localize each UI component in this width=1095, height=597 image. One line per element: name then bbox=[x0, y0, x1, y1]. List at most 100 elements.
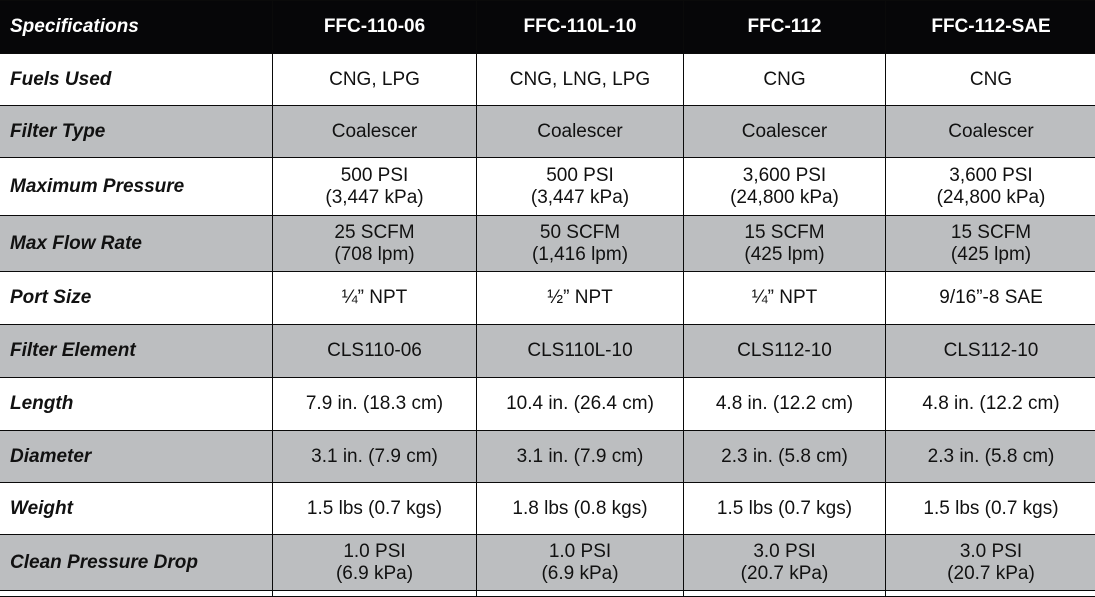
table-cell bbox=[0, 591, 273, 597]
table-cell: 3.1 in. (7.9 cm) bbox=[273, 431, 477, 483]
cell-text: Coalescer bbox=[886, 121, 1095, 143]
table-cell: 3.1 in. (7.9 cm) bbox=[477, 431, 684, 483]
table-cell: 2.3 in. (5.8 cm) bbox=[684, 431, 886, 483]
cell-text: CLS110L-10 bbox=[477, 340, 683, 362]
cell-text: 1.0 PSI bbox=[273, 541, 476, 563]
cell-text: 1.5 lbs (0.7 kgs) bbox=[273, 498, 476, 520]
table-cell: 1.0 PSI(6.9 kPa) bbox=[273, 535, 477, 591]
table-cell: 1.5 lbs (0.7 kgs) bbox=[273, 483, 477, 535]
cell-text: Coalescer bbox=[477, 121, 683, 143]
cell-text: Coalescer bbox=[273, 121, 476, 143]
table-cell: 4.8 in. (12.2 cm) bbox=[684, 378, 886, 431]
header-specifications: Specifications bbox=[0, 1, 273, 54]
row-label: Fuels Used bbox=[0, 54, 273, 106]
table-cell: Coalescer bbox=[477, 106, 684, 158]
cell-text: (20.7 kPa) bbox=[886, 563, 1095, 585]
cell-text: 3.1 in. (7.9 cm) bbox=[273, 446, 476, 468]
cell-text: (425 lpm) bbox=[684, 244, 885, 266]
cell-text: 9/16”-8 SAE bbox=[886, 287, 1095, 309]
cell-text: (24,800 kPa) bbox=[886, 187, 1095, 209]
cell-text: 15 SCFM bbox=[886, 222, 1095, 244]
cell-text: 500 PSI bbox=[273, 165, 476, 187]
cell-text: 3.1 in. (7.9 cm) bbox=[477, 446, 683, 468]
table-cell: 1.8 lbs (0.8 kgs) bbox=[477, 483, 684, 535]
table-cell: 1.5 lbs (0.7 kgs) bbox=[684, 483, 886, 535]
row-label: Length bbox=[0, 378, 273, 431]
table-cell: 15 SCFM(425 lpm) bbox=[684, 216, 886, 272]
table-cell bbox=[886, 591, 1095, 597]
cell-text: 25 SCFM bbox=[273, 222, 476, 244]
table-cell: CNG, LNG, LPG bbox=[477, 54, 684, 106]
cell-text: 4.8 in. (12.2 cm) bbox=[886, 393, 1095, 415]
cell-text: (425 lpm) bbox=[886, 244, 1095, 266]
cell-text: 15 SCFM bbox=[684, 222, 885, 244]
row-label: Port Size bbox=[0, 272, 273, 325]
table-cell: 15 SCFM(425 lpm) bbox=[886, 216, 1095, 272]
cell-text: (24,800 kPa) bbox=[684, 187, 885, 209]
cell-text: 2.3 in. (5.8 cm) bbox=[886, 446, 1095, 468]
table-cell bbox=[273, 591, 477, 597]
header-row: Specifications FFC-110-06 FFC-110L-10 FF… bbox=[0, 1, 1095, 54]
cell-text: CNG bbox=[684, 69, 885, 91]
cell-text: ½” NPT bbox=[477, 287, 683, 309]
table-cell: 10.4 in. (26.4 cm) bbox=[477, 378, 684, 431]
cell-text: Coalescer bbox=[684, 121, 885, 143]
cell-text: ¼” NPT bbox=[273, 287, 476, 309]
table-cell: 9/16”-8 SAE bbox=[886, 272, 1095, 325]
cell-text: (3,447 kPa) bbox=[273, 187, 476, 209]
cell-text: CLS112-10 bbox=[886, 340, 1095, 362]
table-cell: CNG, LPG bbox=[273, 54, 477, 106]
table-cell: 2.3 in. (5.8 cm) bbox=[886, 431, 1095, 483]
cell-text: 1.0 PSI bbox=[477, 541, 683, 563]
table-cell: CLS110-06 bbox=[273, 325, 477, 378]
table-cell: 4.8 in. (12.2 cm) bbox=[886, 378, 1095, 431]
table-cell: ¼” NPT bbox=[684, 272, 886, 325]
cell-text: 50 SCFM bbox=[477, 222, 683, 244]
table-cell: 3.0 PSI(20.7 kPa) bbox=[886, 535, 1095, 591]
header-model: FFC-110L-10 bbox=[477, 1, 684, 54]
row-label: Filter Element bbox=[0, 325, 273, 378]
cell-text: ¼” NPT bbox=[684, 287, 885, 309]
row-label: Filter Type bbox=[0, 106, 273, 158]
cell-text: (20.7 kPa) bbox=[684, 563, 885, 585]
cell-text: 3,600 PSI bbox=[684, 165, 885, 187]
table-cell: 25 SCFM(708 lpm) bbox=[273, 216, 477, 272]
header-model: FFC-110-06 bbox=[273, 1, 477, 54]
table-cell: 1.5 lbs (0.7 kgs) bbox=[886, 483, 1095, 535]
table-cell: CLS112-10 bbox=[684, 325, 886, 378]
cell-text: (1,416 lpm) bbox=[477, 244, 683, 266]
table-cell: ¼” NPT bbox=[273, 272, 477, 325]
header-model: FFC-112-SAE bbox=[886, 1, 1095, 54]
table-cell: ½” NPT bbox=[477, 272, 684, 325]
cell-text: 1.8 lbs (0.8 kgs) bbox=[477, 498, 683, 520]
table-cell: CLS110L-10 bbox=[477, 325, 684, 378]
row-label: Max Flow Rate bbox=[0, 216, 273, 272]
table-cell: 500 PSI(3,447 kPa) bbox=[477, 158, 684, 216]
header-model: FFC-112 bbox=[684, 1, 886, 54]
cell-text: (6.9 kPa) bbox=[477, 563, 683, 585]
table-cell: 7.9 in. (18.3 cm) bbox=[273, 378, 477, 431]
row-label: Clean Pressure Drop bbox=[0, 535, 273, 591]
table-cell: Coalescer bbox=[684, 106, 886, 158]
table-cell: 3,600 PSI(24,800 kPa) bbox=[886, 158, 1095, 216]
cell-text: 3.0 PSI bbox=[886, 541, 1095, 563]
cell-text: (6.9 kPa) bbox=[273, 563, 476, 585]
table-cell bbox=[477, 591, 684, 597]
table-cell: CNG bbox=[886, 54, 1095, 106]
cell-text: CLS110-06 bbox=[273, 340, 476, 362]
cell-text: (708 lpm) bbox=[273, 244, 476, 266]
cell-text: 3.0 PSI bbox=[684, 541, 885, 563]
table-row-partial bbox=[0, 591, 1095, 597]
table-cell: Coalescer bbox=[273, 106, 477, 158]
cell-text: CNG bbox=[886, 69, 1095, 91]
row-label: Weight bbox=[0, 483, 273, 535]
